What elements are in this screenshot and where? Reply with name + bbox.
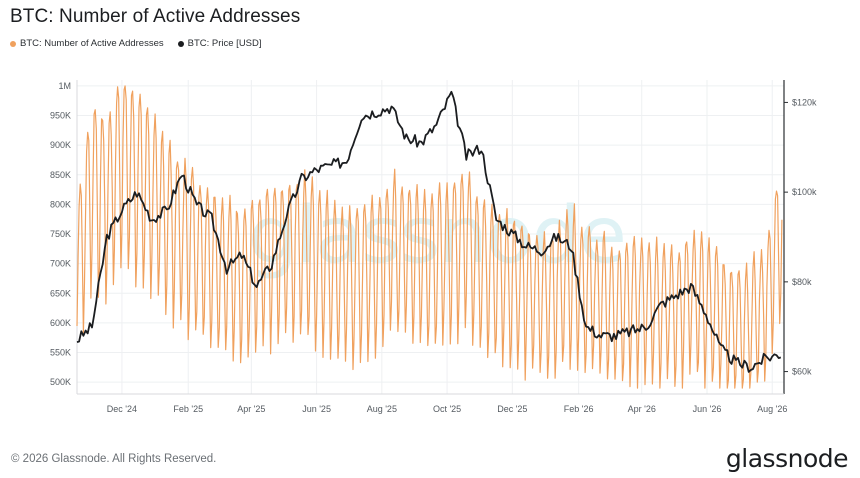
x-tick-label: Apr '25 bbox=[237, 404, 265, 414]
left-axis: 500K 550K 600K 650K 700K 750K 800K 850K 900K 950K… bbox=[50, 81, 71, 387]
x-tick-label: Oct '25 bbox=[433, 404, 461, 414]
left-tick-label: 750K bbox=[50, 229, 71, 239]
left-tick-label: 550K bbox=[50, 348, 71, 358]
left-tick-label: 1M bbox=[58, 81, 71, 91]
left-tick-label: 650K bbox=[50, 288, 71, 298]
left-tick-label: 700K bbox=[50, 259, 71, 269]
right-tick-label: $120k bbox=[792, 97, 817, 107]
copyright-text: © 2026 Glassnode. All Rights Reserved. bbox=[11, 453, 217, 465]
left-tick-label: 800K bbox=[50, 199, 71, 209]
x-axis: Dec '24 Feb '25 Apr '25 Jun '25 Aug '25 Oct '… bbox=[107, 404, 788, 414]
x-tick-label: Apr '26 bbox=[628, 404, 656, 414]
legend-item-price[interactable]: BTC: Price [USD] bbox=[177, 38, 262, 49]
x-tick-label: Feb '25 bbox=[173, 404, 203, 414]
grid bbox=[77, 80, 784, 394]
x-tick-label: Aug '25 bbox=[367, 404, 397, 414]
right-tick-label: $100k bbox=[792, 187, 817, 197]
legend-label-price: BTC: Price [USD] bbox=[187, 38, 262, 49]
legend: BTC: Number of Active Addresses BTC: Pri… bbox=[10, 38, 262, 49]
x-tick-label: Feb '26 bbox=[564, 404, 594, 414]
series-line-active-addresses[interactable] bbox=[76, 85, 783, 389]
glassnode-logo[interactable]: glassnode bbox=[725, 444, 849, 473]
left-tick-label: 600K bbox=[50, 318, 71, 328]
left-tick-label: 950K bbox=[50, 111, 71, 121]
x-tick-label: Dec '25 bbox=[497, 404, 527, 414]
legend-dot-active-addresses bbox=[10, 40, 16, 47]
legend-label-active-addresses: BTC: Number of Active Addresses bbox=[20, 38, 164, 49]
right-tick-label: $60k bbox=[792, 367, 812, 377]
legend-item-active-addresses[interactable]: BTC: Number of Active Addresses bbox=[10, 38, 164, 49]
chart-title: BTC: Number of Active Addresses bbox=[10, 6, 301, 27]
series-line-price[interactable] bbox=[76, 90, 782, 373]
x-tick-label: Aug '26 bbox=[757, 404, 787, 414]
left-tick-label: 900K bbox=[50, 140, 71, 150]
left-tick-label: 850K bbox=[50, 170, 71, 180]
right-tick-label: $80k bbox=[792, 277, 812, 287]
right-axis: $60k $80k $100k $120k bbox=[784, 97, 817, 377]
x-tick-label: Dec '24 bbox=[107, 404, 137, 414]
left-tick-label: 500K bbox=[50, 377, 71, 387]
legend-dot-price bbox=[177, 40, 184, 47]
x-tick-label: Jun '26 bbox=[693, 404, 722, 414]
x-tick-label: Jun '25 bbox=[302, 404, 331, 414]
chart-area[interactable]: glassnode 500K550K600K650K700K750K800K85… bbox=[0, 0, 860, 440]
